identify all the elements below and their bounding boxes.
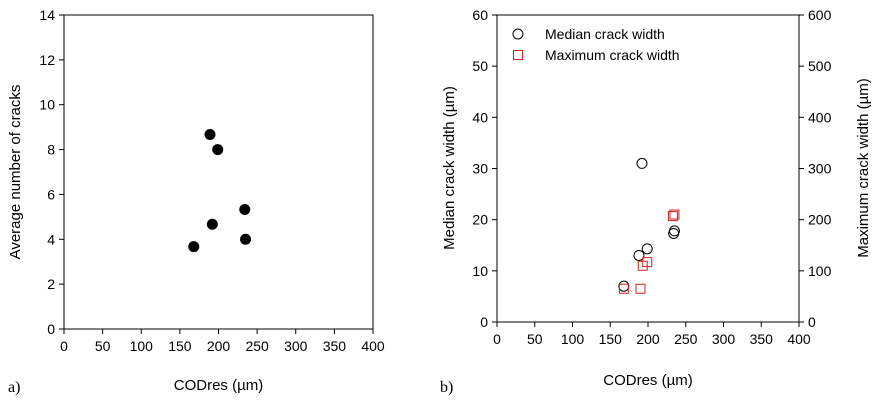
- data-point: [204, 129, 216, 141]
- x-tick-label: 100: [130, 338, 154, 354]
- maximum-data-point: [669, 209, 680, 220]
- legend-marker-maximum: [513, 50, 523, 60]
- x-tick-label: 300: [712, 331, 736, 347]
- y-tick-label: 0: [480, 314, 488, 330]
- y-tick-label: 50: [472, 58, 488, 74]
- panel-b-chart: 0 50 100 150 200 250 300 350 400 0 10 20 30 40 50 60 0…: [440, 7, 872, 396]
- panel-b-left-y-axis: 0 10 20 30 40 50 60: [472, 7, 497, 330]
- panel-a-x-axis-title: CODres (µm): [174, 377, 263, 394]
- y-tick-label: 14: [39, 7, 55, 23]
- x-tick-label: 350: [323, 338, 347, 354]
- maximum-data-point: [642, 257, 653, 268]
- y-tick-label: 10: [39, 97, 55, 113]
- x-tick-label: 0: [493, 331, 501, 347]
- y2-tick-label: 500: [808, 58, 832, 74]
- panel-b-x-axis: 0 50 100 150 200 250 300 350 400: [493, 322, 811, 347]
- x-tick-label: 300: [284, 338, 308, 354]
- data-point: [206, 218, 218, 230]
- median-data-point: [636, 157, 648, 169]
- legend-label-maximum: Maximum crack width: [545, 47, 680, 63]
- data-point: [212, 144, 224, 156]
- y-tick-label: 40: [472, 109, 488, 125]
- panel-a-x-axis: 0 50 100 150 200 250 300 350 400: [60, 329, 385, 354]
- median-data-point: [668, 225, 680, 237]
- panel-b-right-y-axis: 0 100 200 300 400 500 600: [799, 7, 832, 330]
- y-tick-label: 10: [472, 263, 488, 279]
- y-tick-label: 60: [472, 7, 488, 23]
- data-point: [239, 203, 251, 215]
- maximum-data-point: [635, 283, 646, 294]
- y-tick-label: 8: [47, 142, 55, 158]
- y2-tick-label: 200: [808, 212, 832, 228]
- median-data-point: [641, 243, 653, 255]
- y2-tick-label: 600: [808, 7, 832, 23]
- panel-b-right-y-axis-title: Maximum crack width (µm): [855, 78, 872, 258]
- y-tick-label: 12: [39, 52, 55, 68]
- x-tick-label: 100: [561, 331, 585, 347]
- x-tick-label: 200: [636, 331, 660, 347]
- maximum-data-point: [618, 283, 629, 294]
- y-tick-label: 20: [472, 212, 488, 228]
- legend-label-median: Median crack width: [545, 26, 665, 42]
- y-tick-label: 4: [47, 231, 55, 247]
- maximum-data-point: [667, 211, 678, 222]
- panel-a-chart: 0 50 100 150 200 250 300 350 400 0 2 4 6 8 10 12 14 COD…: [7, 7, 385, 396]
- x-tick-label: 0: [60, 338, 68, 354]
- panel-a-y-axis: 0 2 4 6 8 10 12 14: [39, 7, 64, 337]
- data-point: [240, 233, 252, 245]
- y2-tick-label: 0: [808, 314, 816, 330]
- x-tick-label: 150: [599, 331, 623, 347]
- y-tick-label: 30: [472, 161, 488, 177]
- x-tick-label: 50: [527, 331, 543, 347]
- panel-a-label: a): [8, 379, 20, 396]
- panel-a-y-axis-title: Average number of cracks: [7, 85, 24, 260]
- panel-b-series: [618, 157, 680, 294]
- y-tick-label: 2: [47, 276, 55, 292]
- x-tick-label: 400: [361, 338, 385, 354]
- x-tick-label: 250: [245, 338, 269, 354]
- x-tick-label: 150: [168, 338, 192, 354]
- legend-marker-median: [512, 28, 524, 40]
- x-tick-label: 50: [95, 338, 111, 354]
- median-data-point: [633, 249, 645, 261]
- y-tick-label: 6: [47, 186, 55, 202]
- median-data-point: [618, 280, 630, 292]
- y2-tick-label: 400: [808, 109, 832, 125]
- x-tick-label: 250: [674, 331, 698, 347]
- y2-tick-label: 300: [808, 161, 832, 177]
- y-tick-label: 0: [47, 321, 55, 337]
- y2-tick-label: 100: [808, 263, 832, 279]
- panel-a-plot-frame: [63, 14, 374, 330]
- panel-a-series: [188, 129, 252, 253]
- x-tick-label: 400: [787, 331, 811, 347]
- panel-b-left-y-axis-title: Median crack width (µm): [441, 86, 458, 250]
- panel-b-label: b): [440, 379, 453, 396]
- panel-b-x-axis-title: CODres (µm): [603, 372, 692, 389]
- x-tick-label: 350: [750, 331, 774, 347]
- data-point: [188, 241, 200, 253]
- panel-b-legend: Median crack width Maximum crack width: [512, 26, 680, 63]
- x-tick-label: 200: [207, 338, 231, 354]
